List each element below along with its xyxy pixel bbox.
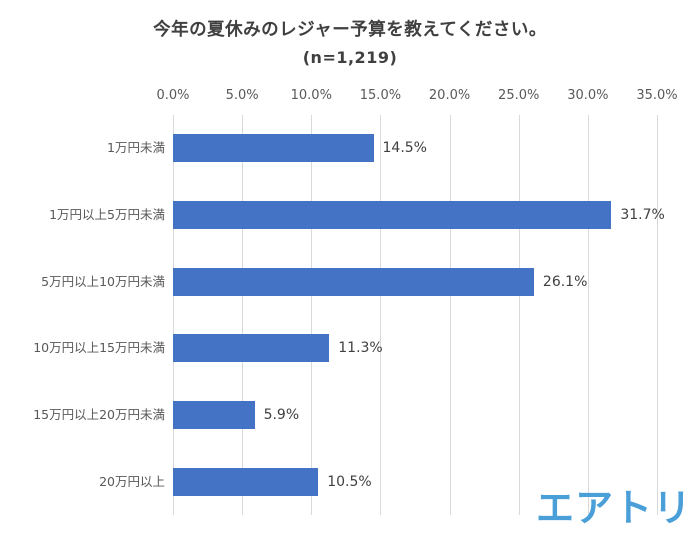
bar	[173, 467, 319, 496]
category-label: 1万円未満	[107, 140, 165, 156]
value-label: 10.5%	[327, 473, 372, 490]
value-label: 11.3%	[338, 340, 383, 357]
category-label: 5万円以上10万円未満	[41, 273, 165, 289]
category-label: 1万円以上5万円未満	[49, 207, 165, 222]
gridline	[173, 115, 174, 515]
gridline	[242, 115, 244, 515]
airtrip-logo: エアトリ	[535, 486, 692, 530]
chart-title: 今年の夏休みのレジャー予算を教えてください。	[153, 20, 547, 40]
bar	[173, 134, 374, 163]
gridline	[657, 115, 658, 515]
gridline	[380, 115, 382, 515]
bar	[173, 401, 255, 429]
x-axis-tick-label: 25.0%	[498, 88, 540, 103]
category-label: 10万円以上15万円未満	[33, 340, 165, 356]
bar	[173, 201, 612, 229]
gridline	[311, 115, 313, 515]
category-label: 15万円以上20万円未満	[33, 407, 165, 422]
x-axis-tick-label: 20.0%	[428, 88, 471, 103]
bar	[173, 334, 330, 363]
value-label: 26.1%	[542, 273, 588, 290]
gridline	[518, 115, 520, 515]
x-axis-tick-label: 5.0%	[225, 88, 259, 103]
x-axis-tick-label: 35.0%	[636, 88, 678, 103]
value-label: 14.5%	[382, 140, 427, 157]
plot-area: 0.0% 5.0% 10.0% 15.0% 20.0% 25.0% 30.0% 35.0% 14…	[156, 88, 678, 515]
value-label: 5.9%	[263, 407, 300, 423]
x-axis-tick-label: 10.0%	[290, 88, 332, 103]
x-axis-tick-label: 30.0%	[567, 88, 609, 103]
gridline	[449, 115, 451, 515]
gridline	[587, 115, 589, 515]
bar	[173, 267, 534, 296]
category-label: 20万円以上	[99, 473, 165, 489]
x-axis-tick-label: 0.0%	[156, 88, 190, 103]
x-axis-tick-label: 15.0%	[359, 88, 402, 103]
value-label: 31.7%	[620, 207, 665, 223]
chart-subtitle: (n=1,219)	[302, 48, 398, 67]
